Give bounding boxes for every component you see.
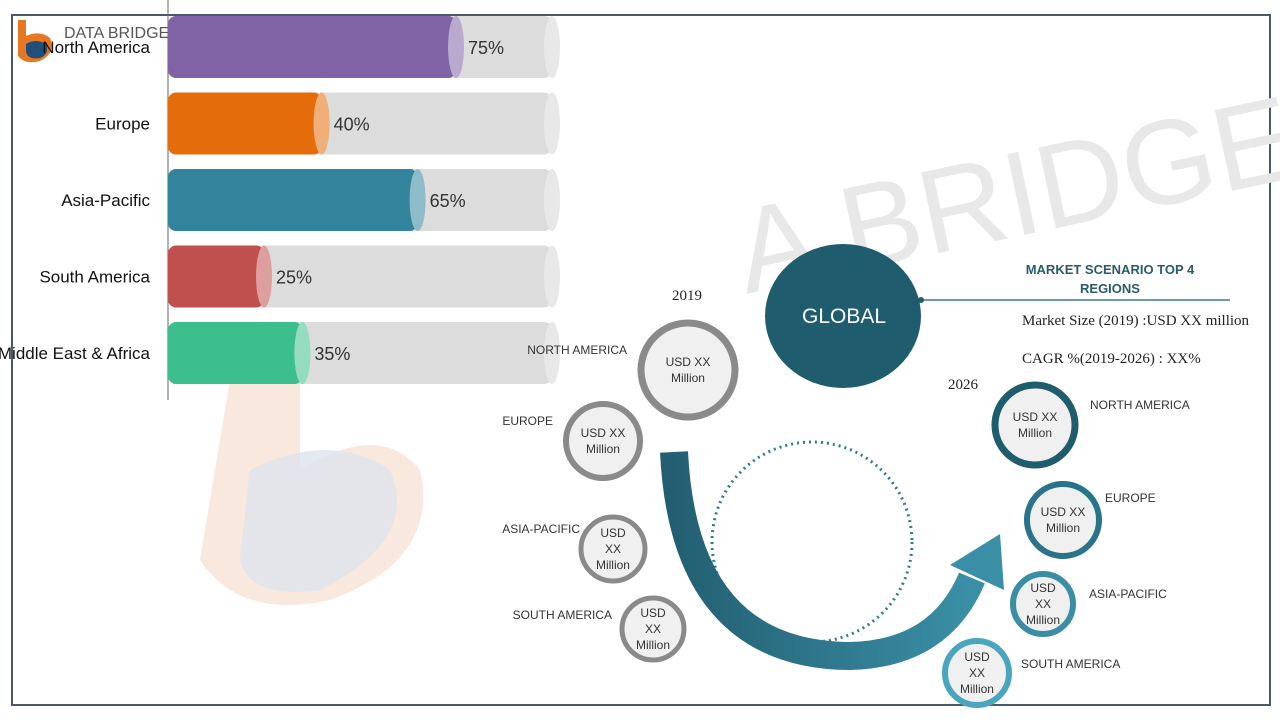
watermark-logo <box>240 450 397 592</box>
value-label: 75% <box>468 38 504 58</box>
region-label: ASIA-PACIFIC <box>1089 587 1167 601</box>
region-value: USD XX Million <box>580 426 626 456</box>
arrow-head <box>950 534 1004 590</box>
region-circle <box>991 381 1079 469</box>
region-circle <box>619 595 687 663</box>
region-circle <box>1024 481 1102 559</box>
region-circle <box>942 638 1012 708</box>
region-label: NORTH AMERICA <box>1090 398 1190 412</box>
bar-cap <box>313 92 330 155</box>
region-value: USD XX Million <box>595 526 630 572</box>
region-circle <box>563 401 643 481</box>
bar-track-cap <box>544 92 560 155</box>
value-label: 25% <box>276 268 312 288</box>
value-label: 40% <box>334 115 370 135</box>
region-value: USD XX Million <box>1025 581 1060 627</box>
logo-icon <box>26 41 48 59</box>
year-start: 2019 <box>672 288 702 304</box>
bar-track-cap <box>544 245 560 308</box>
region-label: ASIA-PACIFIC <box>502 522 580 536</box>
category-label: South America <box>39 268 150 287</box>
category-label: Middle East & Africa <box>0 344 151 363</box>
year-end: 2026 <box>948 377 978 393</box>
bar <box>168 16 456 78</box>
region-value: USD XX Million <box>665 355 711 385</box>
region-value: USD XX Million <box>1040 505 1086 535</box>
category-label: North America <box>42 38 150 57</box>
bar-cap <box>256 245 272 308</box>
bar-cap <box>294 322 311 384</box>
region-label: NORTH AMERICA <box>527 343 627 357</box>
region-label: SOUTH AMERICA <box>1021 657 1121 671</box>
bar-track-cap <box>544 322 560 384</box>
bar-track-cap <box>544 169 560 231</box>
region-value: USD XX Million <box>1012 410 1058 440</box>
bar <box>168 169 418 231</box>
region-circle <box>637 319 739 421</box>
bar <box>168 322 303 384</box>
region-circle <box>1010 571 1076 637</box>
region-label: EUROPE <box>502 414 553 428</box>
bar-cap <box>409 169 426 231</box>
region-value: USD XX Million <box>635 606 670 652</box>
region-label: EUROPE <box>1105 491 1156 505</box>
heading: MARKET SCENARIO TOP 4 REGIONS <box>1025 262 1195 296</box>
logo-text: DATA BRIDGE <box>64 25 169 42</box>
market-size: Market Size (2019) :USD XX million <box>1022 313 1250 329</box>
bar-chart: North America 75% Europe 40% Asia-Pacific 65%… <box>0 16 560 384</box>
arrow <box>660 451 985 671</box>
global-circle <box>765 244 921 388</box>
bar-cap <box>448 16 464 78</box>
region-circle <box>578 514 648 584</box>
global-label: GLOBAL <box>802 305 887 328</box>
category-label: Asia-Pacific <box>61 191 150 210</box>
connector-dot <box>918 297 924 303</box>
cagr: CAGR %(2019-2026) : XX% <box>1022 351 1201 367</box>
category-label: Europe <box>95 115 150 134</box>
value-label: 65% <box>430 191 466 211</box>
frame <box>11 14 1271 706</box>
region-label: SOUTH AMERICA <box>512 608 612 622</box>
region-value: USD XX Million <box>959 650 994 696</box>
value-label: 35% <box>314 344 350 364</box>
bar <box>168 245 264 308</box>
bar-track-cap <box>544 16 560 78</box>
bar <box>168 92 322 155</box>
